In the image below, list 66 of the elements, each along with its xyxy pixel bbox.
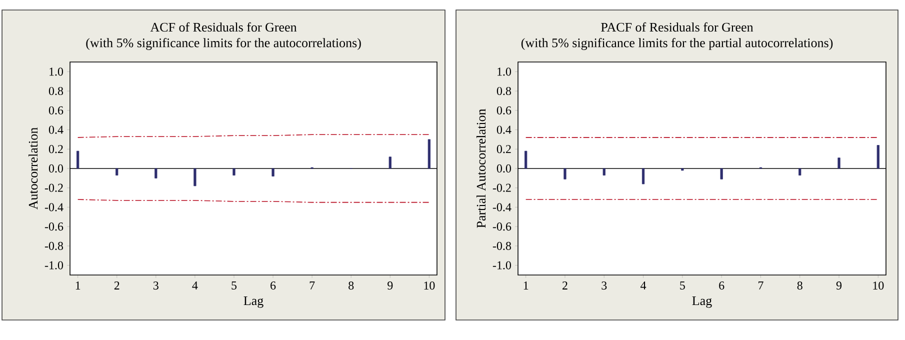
- x-tick-label: 2: [114, 282, 120, 290]
- y-tick-label: 0.6: [48, 106, 64, 114]
- x-tick-label: 10: [424, 282, 435, 290]
- bar: [838, 158, 840, 169]
- y-tick-label: -0.6: [44, 222, 64, 231]
- bar: [116, 168, 118, 176]
- bar: [154, 168, 158, 178]
- x-tick-label: 8: [348, 282, 354, 290]
- y-axis-title: Autocorrelation: [28, 128, 38, 210]
- x-tick-label: 5: [680, 282, 685, 290]
- chart-subtitle: (with 5% significance limits for the autocorrelations): [86, 38, 361, 50]
- bar: [524, 150, 528, 169]
- x-tick-label: 7: [310, 282, 315, 290]
- y-axis-title: Partial Autocorrelation: [476, 108, 486, 228]
- y-tick-label: 0.0: [48, 164, 64, 173]
- y-tick-label: -0.4: [492, 203, 512, 212]
- bar: [602, 168, 606, 176]
- y-tick-label: 0.2: [48, 145, 63, 154]
- chart-title: ACF of Residuals for Green: [150, 22, 297, 32]
- y-tick-label: -0.8: [492, 242, 512, 250]
- bar: [798, 168, 802, 176]
- bar: [388, 156, 392, 169]
- x-tick-label: 3: [602, 282, 607, 290]
- y-tick-label: -0.6: [492, 222, 512, 231]
- bar: [564, 168, 566, 180]
- x-tick-label: 1: [76, 282, 80, 290]
- y-tick-label: -0.2: [44, 184, 63, 192]
- x-tick-label: 3: [153, 282, 158, 290]
- y-tick-label: 1.0: [50, 68, 64, 76]
- x-tick-label: 9: [388, 282, 393, 290]
- x-tick-label: 4: [192, 282, 198, 290]
- y-tick-label: -0.8: [44, 242, 64, 250]
- bar: [642, 168, 645, 184]
- y-tick-label: 0.4: [496, 126, 512, 134]
- y-tick-label: 0.6: [496, 106, 512, 114]
- x-tick-label: 4: [640, 282, 646, 290]
- x-tick-label: 6: [719, 282, 724, 290]
- x-tick-label: 1: [524, 282, 528, 290]
- x-tick-label: 6: [270, 282, 276, 290]
- x-tick-label: 10: [873, 282, 884, 290]
- x-tick-label: 8: [797, 282, 802, 290]
- y-tick-label: 0.8: [496, 86, 512, 96]
- x-tick-label: 7: [758, 282, 764, 290]
- bar: [194, 168, 196, 186]
- bar: [428, 139, 430, 169]
- y-tick-label: 0.8: [48, 86, 64, 96]
- x-axis-title: Lag: [692, 296, 712, 308]
- y-tick-label: -0.4: [44, 203, 64, 212]
- bar: [272, 168, 274, 176]
- y-tick-label: -1.0: [492, 261, 512, 270]
- x-tick-label: 2: [562, 282, 568, 290]
- x-tick-label: 9: [836, 282, 842, 290]
- y-tick-label: 0.2: [496, 145, 511, 154]
- y-tick-label: 1.0: [498, 68, 512, 76]
- bar: [876, 145, 880, 169]
- chart-subtitle: (with 5% significance limits for the partial autocorrelations): [521, 38, 833, 50]
- chart-title: PACF of Residuals for Green: [601, 22, 754, 32]
- y-tick-label: 0.0: [496, 164, 512, 173]
- y-tick-label: -1.0: [44, 261, 64, 270]
- bar: [232, 168, 236, 176]
- bar: [76, 150, 80, 169]
- y-tick-label: 0.4: [48, 126, 64, 134]
- x-axis-title: Lag: [244, 296, 264, 308]
- x-tick-label: 5: [232, 282, 237, 290]
- y-tick-label: -0.2: [492, 184, 511, 192]
- bar: [720, 168, 723, 180]
